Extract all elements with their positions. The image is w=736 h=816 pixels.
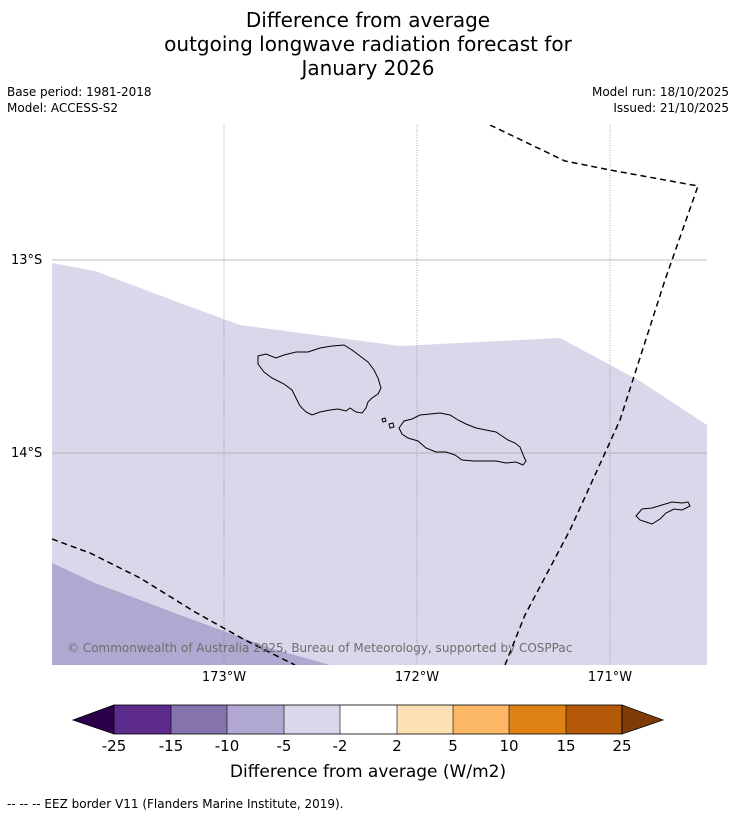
map-area — [52, 125, 707, 665]
colorbar-bin-7 — [453, 705, 509, 734]
colorbar-tick-label: 25 — [612, 737, 632, 755]
lon-label-171w: 171°W — [587, 670, 633, 685]
island-apolima — [381, 417, 387, 423]
base-period: Base period: 1981-2018 — [7, 85, 152, 99]
lon-label-173w: 173°W — [201, 670, 247, 685]
colorbar-tick-label: 5 — [448, 737, 458, 755]
colorbar-tick-label: -10 — [214, 737, 240, 755]
colorbar-title: Difference from average (W/m2) — [229, 762, 507, 782]
colorbar-tick-label: 15 — [556, 737, 576, 755]
colorbar-bin-1 — [114, 705, 171, 734]
chart-title: Difference from average outgoing longwav… — [0, 8, 736, 80]
title-line-3: January 2026 — [301, 56, 435, 80]
colorbar-tick-label: 10 — [499, 737, 519, 755]
colorbar-bin-3 — [227, 705, 284, 734]
island-tutuila — [635, 501, 691, 525]
island-upolu — [398, 412, 527, 466]
colorbar-dividers — [170, 705, 567, 734]
eez-border-east — [489, 125, 699, 665]
lat-label-14s: 14°S — [11, 446, 43, 461]
island-manono — [388, 422, 395, 429]
colorbar-tick-label: 2 — [392, 737, 402, 755]
colorbar — [71, 704, 665, 735]
anomaly-region-light — [52, 263, 707, 665]
lat-label-13s: 13°S — [11, 253, 43, 268]
lon-label-172w: 172°W — [394, 670, 440, 685]
model-name: Model: ACCESS-S2 — [7, 101, 119, 115]
island-savaii — [257, 344, 382, 416]
model-run: Model run: 18/10/2025 — [591, 85, 729, 99]
anomaly-region-medium — [52, 563, 330, 665]
colorbar-tick-label: -15 — [158, 737, 184, 755]
colorbar-tick-label: -25 — [101, 737, 127, 755]
copyright-notice: © Commonwealth of Australia 2025, Bureau… — [67, 641, 573, 655]
colorbar-bin-9 — [566, 705, 622, 734]
eez-legend-note: -- -- -- EEZ border V11 (Flanders Marine… — [7, 797, 344, 811]
colorbar-bin-2 — [171, 705, 227, 734]
colorbar-extend-low — [71, 704, 115, 735]
meta-left: Base period: 1981-2018 Model: ACCESS-S2 — [7, 84, 152, 116]
colorbar-bin-6 — [397, 705, 453, 734]
colorbar-tick-label: -2 — [332, 737, 348, 755]
colorbar-bin-4 — [284, 705, 340, 734]
issued-date: Issued: 21/10/2025 — [613, 101, 729, 115]
colorbar-bin-8 — [509, 705, 566, 734]
title-line-1: Difference from average — [245, 8, 491, 32]
meta-right: Model run: 18/10/2025 Issued: 21/10/2025 — [592, 84, 729, 116]
eez-border-southwest — [52, 538, 296, 665]
colorbar-outline — [113, 704, 623, 735]
colorbar-tick-label: -5 — [276, 737, 292, 755]
title-line-2: outgoing longwave radiation forecast for — [164, 32, 572, 56]
colorbar-bin-5 — [340, 705, 397, 734]
colorbar-extend-high — [621, 704, 665, 735]
